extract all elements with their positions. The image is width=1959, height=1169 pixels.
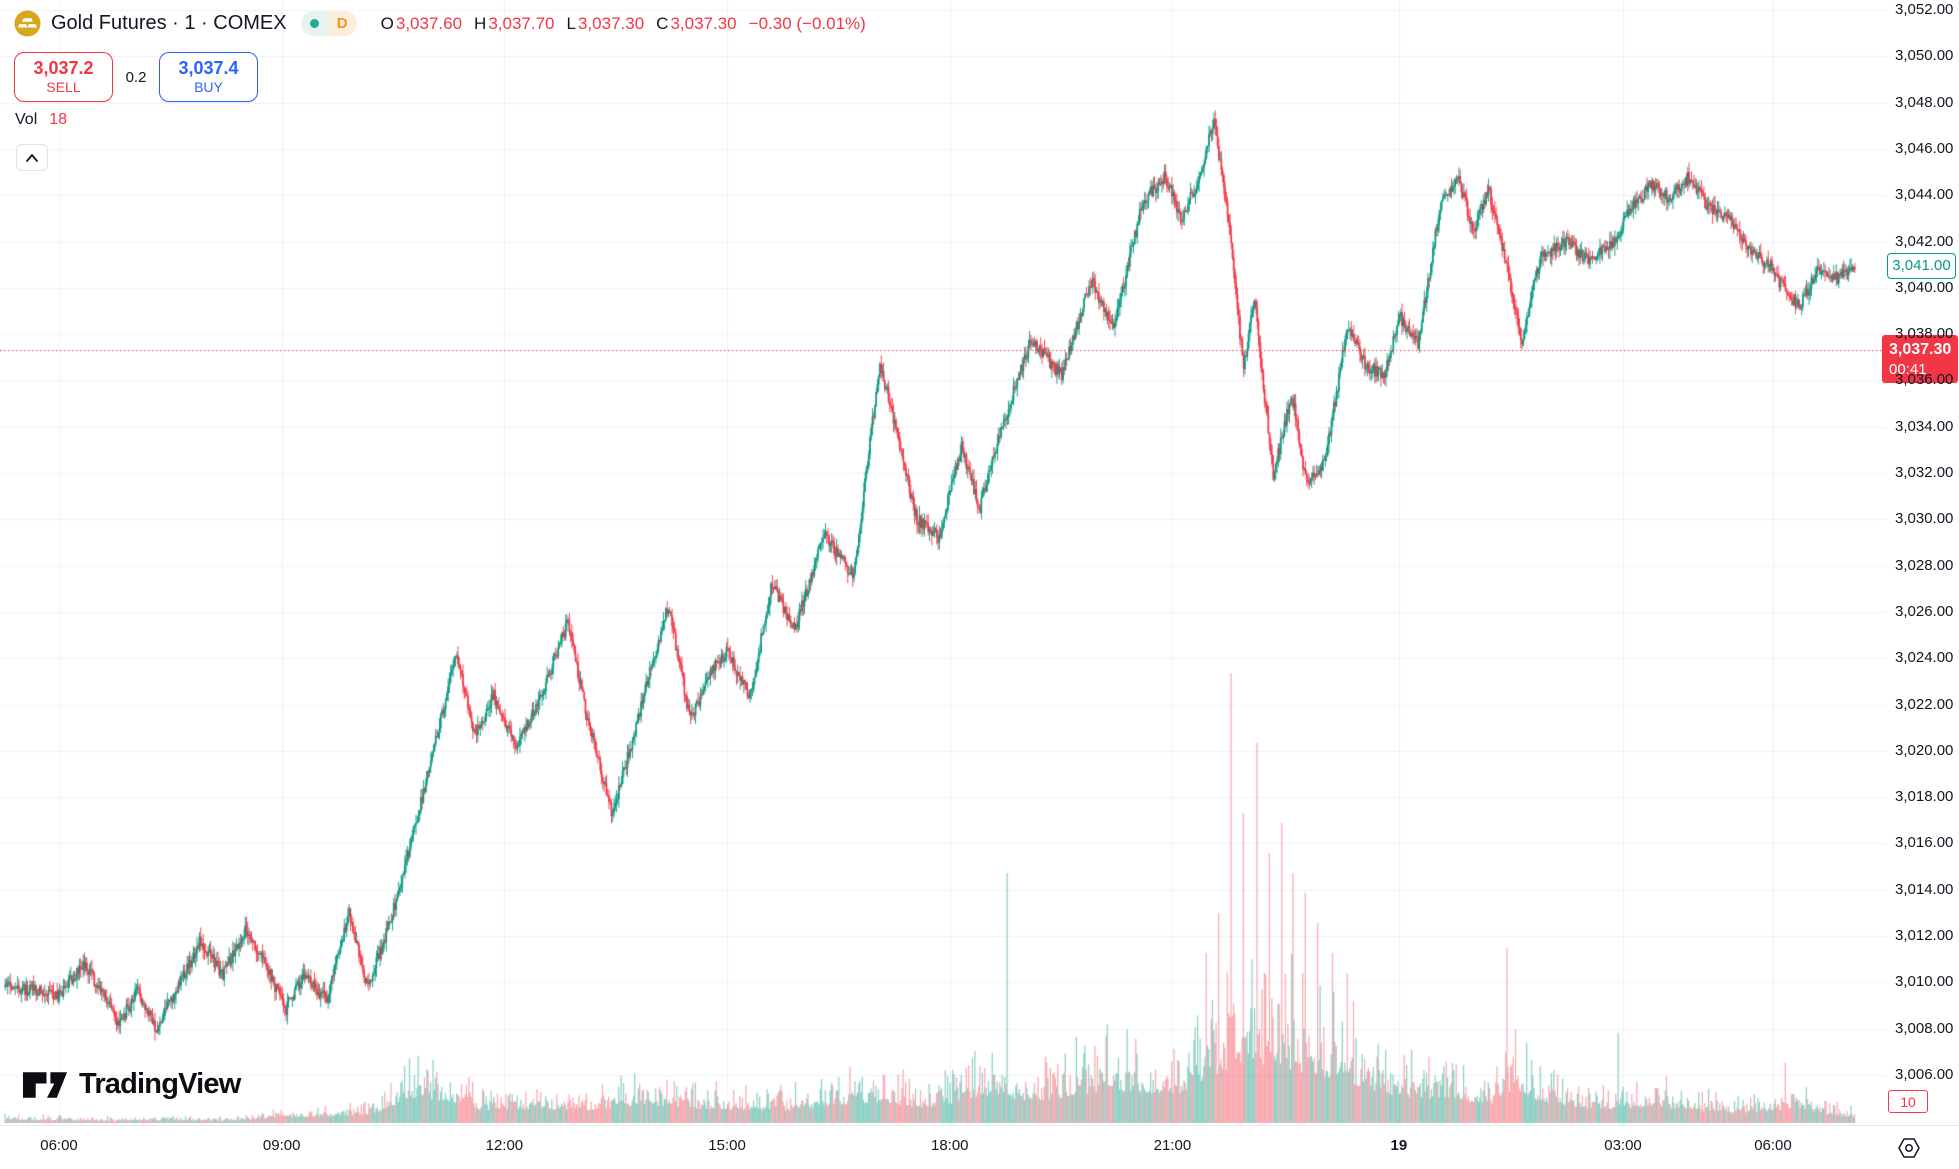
price-tick-label: 3,014.00 [1895, 880, 1954, 898]
symbol-legend: Gold Futures · 1 · COMEX D O 3,037.60 H 3,… [14, 10, 866, 37]
gold-symbol-icon [14, 10, 41, 37]
price-tick-label: 3,034.00 [1895, 417, 1954, 435]
high-label: H [474, 13, 487, 33]
bar-countdown-value: 00:41 [1889, 360, 1927, 378]
ohlc-values: O 3,037.60 H 3,037.70 L 3,037.30 C 3,037.30 … [381, 14, 866, 34]
time-tick-label: 06:00 [1754, 1137, 1792, 1154]
open-value: 3,037.60 [395, 13, 463, 33]
time-axis[interactable]: 06:00 09:00 12:00 15:00 18:00 21:00 19 03:00 06:… [0, 1125, 1886, 1169]
market-status-interval-badge[interactable]: D [300, 11, 357, 36]
price-tick-label: 3,030.00 [1895, 510, 1954, 528]
time-tick-label: 15:00 [708, 1137, 746, 1154]
price-tick-label: 3,010.00 [1895, 973, 1954, 991]
price-tick-label: 3,012.00 [1895, 927, 1954, 944]
candlestick-chart[interactable] [0, 0, 1886, 1125]
time-tick-label: 21:00 [1153, 1137, 1192, 1154]
price-tick-label: 3,020.00 [1895, 741, 1954, 759]
time-tick-label: 06:00 [40, 1137, 78, 1154]
buy-label: BUY [194, 79, 223, 95]
price-tick-label: 3,006.00 [1895, 1065, 1954, 1083]
market-open-dot-segment [300, 11, 328, 36]
price-tick-label: 3,032.00 [1895, 464, 1954, 481]
price-tick-label: 3,038.00 [1895, 325, 1954, 343]
price-tick-label: 3,048.00 [1895, 93, 1954, 111]
last-price-label: 3,041.00 [1887, 252, 1956, 279]
time-tick-label: 03:00 [1604, 1137, 1642, 1154]
chart-pane[interactable] [0, 0, 1886, 1125]
spread-value: 0.2 [125, 68, 147, 86]
sell-button[interactable]: 3,037.2 SELL [14, 52, 113, 102]
volume-label: Vol [15, 111, 38, 128]
time-tick-label: 19 [1390, 1137, 1408, 1154]
low-label: L [566, 13, 576, 33]
tradingview-logo-icon [22, 1071, 68, 1098]
axis-settings-hexagon-icon[interactable] [1896, 1135, 1922, 1161]
price-tick-label: 3,026.00 [1895, 602, 1954, 620]
price-tick-label: 3,042.00 [1895, 232, 1954, 250]
price-tick-label: 3,040.00 [1895, 278, 1954, 296]
price-tick-label: 3,018.00 [1895, 788, 1954, 806]
axis-corner [1886, 1125, 1959, 1169]
time-tick-label: 18:00 [930, 1137, 969, 1154]
low-value: 3,037.30 [577, 13, 645, 33]
price-tick-label: 3,016.00 [1895, 834, 1954, 852]
current-price-countdown-label: 3,037.30 00:41 [1882, 335, 1958, 384]
price-tick-label: 3,052.00 [1895, 1, 1954, 18]
price-tick-label: 3,036.00 [1895, 371, 1954, 389]
market-open-dot-icon [309, 19, 319, 28]
time-tick-label: 12:00 [485, 1137, 524, 1154]
sell-price: 3,037.2 [33, 58, 94, 78]
interval-badge: D [327, 11, 357, 36]
price-tick-label: 3,022.00 [1895, 695, 1954, 713]
price-tick-label: 3,024.00 [1895, 649, 1954, 667]
symbol-title[interactable]: Gold Futures · 1 · COMEX [51, 12, 287, 34]
trade-panel: 3,037.2 SELL 0.2 3,037.4 BUY [14, 52, 258, 102]
buy-price: 3,037.4 [178, 58, 239, 78]
volume-value: 18 [49, 111, 68, 128]
volume-legend[interactable]: Vol 18 [15, 111, 67, 129]
price-tick-label: 3,046.00 [1895, 139, 1954, 157]
high-value: 3,037.70 [488, 13, 555, 33]
price-tick-label: 3,008.00 [1895, 1019, 1954, 1037]
pane-collapse-button[interactable] [16, 144, 48, 171]
sell-label: SELL [46, 79, 81, 95]
volume-axis-label: 10 [1888, 1090, 1928, 1113]
current-price-value: 3,037.30 [1889, 340, 1952, 358]
price-tick-label: 3,044.00 [1895, 186, 1954, 204]
tradingview-watermark[interactable]: TradingView [22, 1068, 241, 1101]
change-value: −0.30 (−0.01%) [748, 13, 866, 33]
close-value: 3,037.30 [670, 13, 737, 33]
price-axis[interactable]: 3,041.00 3,037.30 00:41 10 3,052.00 3,050… [1882, 0, 1959, 1125]
buy-button[interactable]: 3,037.4 BUY [159, 52, 258, 102]
tradingview-logo-text: TradingView [79, 1068, 241, 1100]
price-tick-label: 3,050.00 [1895, 47, 1954, 65]
close-label: C [656, 13, 669, 33]
time-tick-label: 09:00 [262, 1137, 301, 1154]
price-tick-label: 3,028.00 [1895, 556, 1954, 574]
chevron-up-icon [26, 153, 38, 162]
open-label: O [380, 13, 394, 33]
